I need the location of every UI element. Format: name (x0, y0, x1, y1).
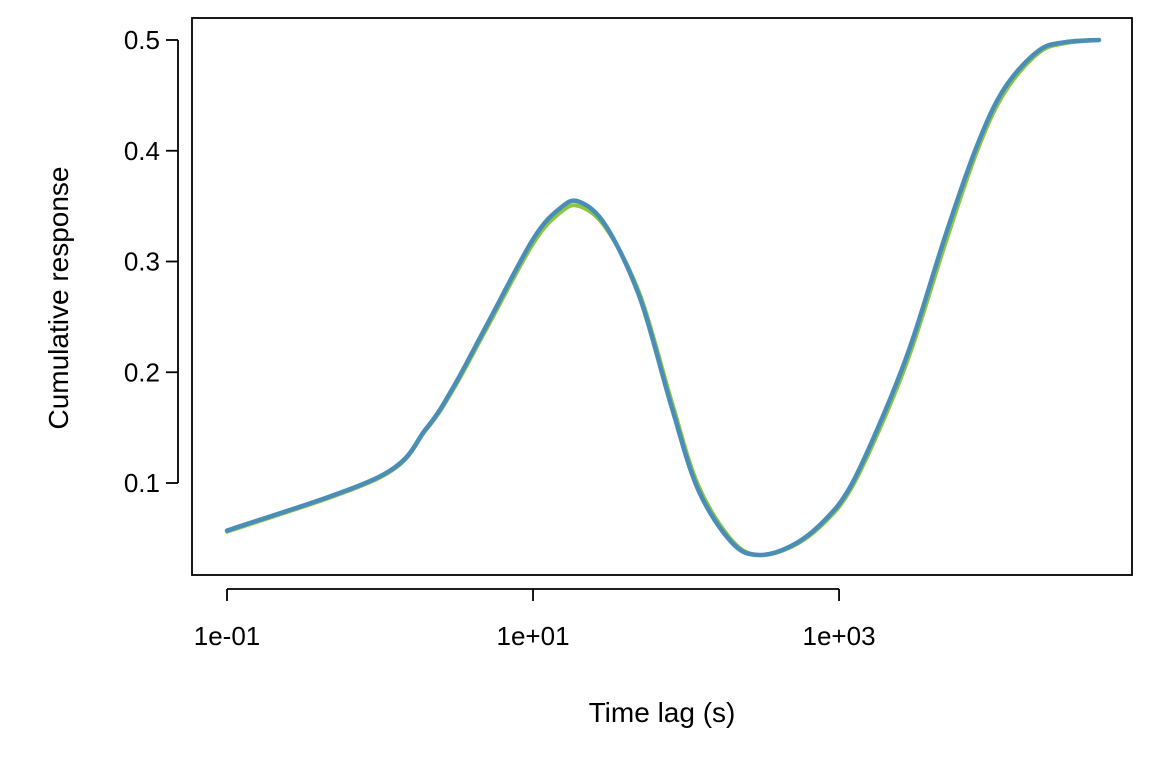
series-line-1 (225, 38, 1101, 558)
y-tick-label: 0.4 (124, 136, 160, 166)
y-tick-label: 0.5 (124, 25, 160, 55)
x-tick-label: 1e-01 (194, 621, 261, 651)
x-tick-label: 1e+01 (497, 621, 570, 651)
y-tick-label: 0.1 (124, 468, 160, 498)
series-layer (224, 37, 1102, 558)
x-axis-label: Time lag (s) (589, 697, 736, 728)
y-tick-label: 0.2 (124, 357, 160, 387)
x-tick-label: 1e+03 (803, 621, 876, 651)
series-line-2 (224, 37, 1102, 558)
y-tick-label: 0.3 (124, 247, 160, 277)
x-axis: 1e-01 1e+01 1e+03 (194, 588, 876, 651)
y-axis-label: Cumulative response (43, 166, 74, 429)
y-axis: 0.1 0.2 0.3 0.4 0.5 (124, 25, 179, 498)
plot-frame (191, 17, 1133, 576)
